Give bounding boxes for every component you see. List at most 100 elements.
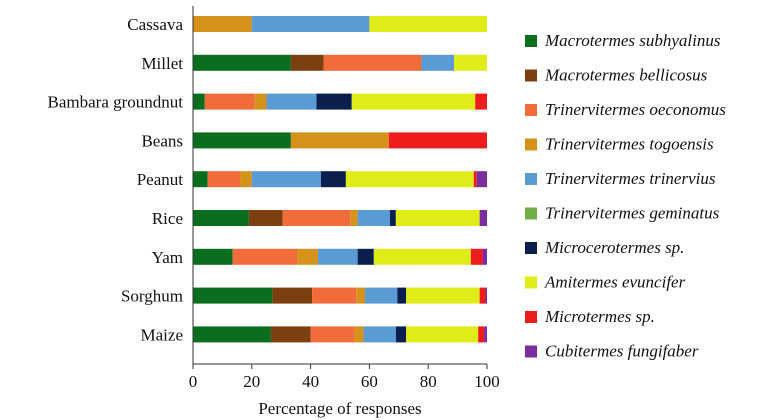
- bar-segment: [350, 210, 358, 226]
- bar-segment: [193, 171, 208, 188]
- bar-segment: [356, 287, 365, 304]
- bar-segment: [193, 132, 291, 149]
- legend-swatch: [525, 311, 537, 323]
- legend-label: Cubitermes fungifaber: [545, 342, 699, 361]
- bar-segment: [484, 326, 487, 343]
- x-axis: 0 20 40 60 80 100: [189, 6, 500, 391]
- x-tick-label: 0: [189, 372, 198, 391]
- bar-segment: [297, 248, 318, 265]
- x-tick-label: 20: [243, 372, 260, 391]
- bar-segment: [470, 248, 483, 265]
- x-tick-label: 60: [361, 372, 378, 391]
- bar-segment: [193, 54, 291, 71]
- bar-segment: [248, 210, 283, 226]
- bar-segment: [204, 93, 255, 110]
- bar-segment: [369, 16, 487, 32]
- legend-swatch: [525, 276, 537, 289]
- legend-label: Trinervitermes trinervius: [545, 169, 716, 188]
- bar-segment: [207, 171, 241, 188]
- bar-segment: [310, 326, 355, 343]
- bar-segment: [406, 287, 480, 304]
- bars-group: [193, 16, 487, 343]
- category-label: Millet: [141, 54, 183, 73]
- bar-segment: [485, 287, 487, 304]
- bar-segment: [479, 210, 487, 226]
- legend-swatch: [525, 345, 537, 358]
- bar-segment: [473, 171, 477, 188]
- bar-segment: [232, 248, 298, 265]
- bar-segment: [254, 93, 267, 110]
- category-label: Beans: [141, 131, 183, 150]
- bar-segment: [272, 287, 313, 304]
- category-label: Rice: [152, 209, 183, 228]
- legend-label: Trinervitermes togoensis: [545, 135, 714, 154]
- category-label: Cassava: [127, 15, 183, 34]
- legend-swatch: [525, 35, 537, 47]
- bar-segment: [290, 54, 324, 71]
- bar-segment: [482, 248, 487, 265]
- bar-segment: [323, 54, 422, 71]
- category-label: Bambara groundnut: [48, 93, 184, 112]
- bar-segment: [454, 54, 487, 71]
- bar-segment: [251, 171, 321, 188]
- bar-segment: [316, 93, 352, 110]
- bar-segment: [388, 132, 487, 149]
- category-label: Maize: [141, 325, 183, 344]
- bar-segment: [479, 287, 486, 304]
- category-label: Yam: [152, 248, 183, 267]
- legend-label: Macrotermes bellicosus: [544, 66, 708, 85]
- bar-segment: [351, 93, 476, 110]
- legend-swatch: [525, 173, 537, 185]
- bar-segment: [345, 171, 474, 188]
- bar-segment: [270, 326, 311, 343]
- bar-segment: [193, 16, 252, 32]
- bar-segment: [290, 132, 389, 149]
- category-label: Sorghum: [121, 287, 183, 306]
- bar-segment: [193, 326, 271, 343]
- legend-label: Macrotermes subhyalinus: [544, 31, 721, 50]
- bar-segment: [397, 287, 407, 304]
- legend-swatch: [525, 138, 537, 151]
- legend: Macrotermes subhyalinus Macrotermes belli…: [525, 31, 726, 361]
- bar-segment: [193, 287, 273, 304]
- bar-segment: [282, 210, 351, 226]
- bar-segment: [317, 248, 358, 265]
- bar-segment: [363, 326, 396, 343]
- bar-segment: [357, 248, 374, 265]
- bar-segment: [193, 93, 205, 110]
- bar-segment: [478, 326, 485, 343]
- bar-segment: [373, 248, 471, 265]
- category-labels: Cassava Millet Bambara groundnut Beans Peanu…: [48, 15, 184, 344]
- bar-segment: [320, 171, 346, 188]
- legend-swatch: [525, 207, 537, 220]
- legend-label: Trinervitermes oeconomus: [545, 100, 726, 119]
- bar-segment: [266, 93, 317, 110]
- x-tick-label: 40: [302, 372, 319, 391]
- legend-swatch: [525, 242, 537, 254]
- bar-segment: [475, 93, 487, 110]
- legend-label: Microtermes sp.: [544, 307, 655, 326]
- bar-segment: [354, 326, 364, 343]
- bar-segment: [364, 287, 398, 304]
- bar-segment: [357, 210, 390, 226]
- bar-segment: [389, 210, 396, 226]
- legend-swatch: [525, 69, 537, 82]
- bar-segment: [193, 248, 233, 265]
- legend-label: Amitermes evuncifer: [544, 273, 686, 292]
- bar-segment: [251, 16, 370, 32]
- legend-swatch: [525, 104, 537, 116]
- category-label: Peanut: [137, 170, 184, 189]
- x-axis-title: Percentage of responses: [258, 399, 421, 418]
- x-tick-label: 100: [474, 372, 500, 391]
- bar-segment: [240, 171, 252, 188]
- bar-segment: [406, 326, 479, 343]
- bar-segment: [476, 171, 487, 188]
- bar-segment: [395, 326, 407, 343]
- bar-segment: [193, 210, 249, 226]
- bar-segment: [312, 287, 357, 304]
- bar-segment: [421, 54, 455, 71]
- bar-segment: [395, 210, 480, 226]
- x-tick-label: 80: [420, 372, 437, 391]
- legend-label: Trinervitermes geminatus: [545, 204, 720, 223]
